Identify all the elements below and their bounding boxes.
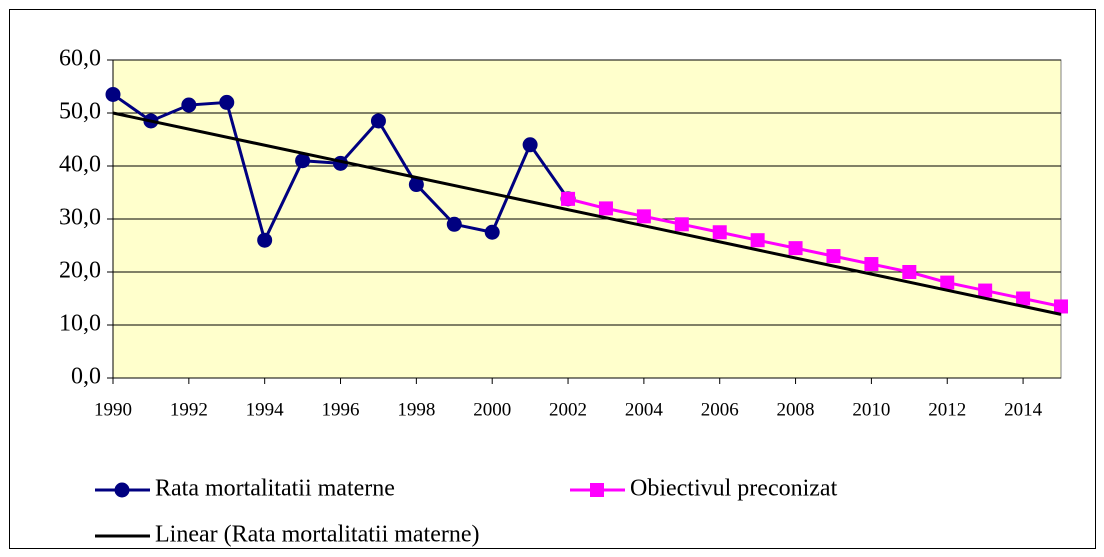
point [864, 257, 879, 272]
legend-label: Linear (Rata mortalitatii materne) [155, 522, 480, 548]
point [219, 94, 235, 110]
legend-label: Obiectivul preconizat [630, 476, 838, 502]
x-tick-label: 2014 [1004, 399, 1043, 420]
point [446, 216, 462, 232]
point [940, 275, 955, 290]
x-tick-label: 1998 [397, 399, 435, 420]
point [105, 86, 121, 102]
y-tick-label: 60,0 [59, 46, 101, 72]
x-tick-label: 1990 [94, 399, 132, 420]
y-tick-label: 0,0 [71, 364, 101, 390]
point [826, 249, 841, 264]
series-line [112, 111, 1062, 316]
y-tick-label: 30,0 [59, 205, 101, 231]
point [978, 283, 993, 298]
point [484, 224, 500, 240]
x-tick-label: 1994 [246, 399, 285, 420]
point [712, 225, 727, 240]
x-tick-label: 1996 [322, 399, 360, 420]
x-tick-label: 2012 [928, 399, 966, 420]
point [788, 241, 803, 256]
y-tick-label: 40,0 [59, 152, 101, 178]
y-tick-label: 50,0 [59, 99, 101, 125]
point [902, 265, 917, 279]
x-tick-label: 2004 [625, 399, 664, 420]
y-tick-label: 20,0 [59, 258, 101, 284]
x-tick-label: 2000 [473, 399, 511, 420]
point [598, 201, 613, 216]
point [750, 233, 765, 248]
point [1054, 299, 1068, 314]
legend-marker [590, 483, 604, 497]
x-tick-label: 2010 [852, 399, 890, 420]
x-tick-label: 2006 [701, 399, 739, 420]
point [522, 137, 538, 153]
point [636, 209, 651, 224]
point [1016, 291, 1031, 306]
point [370, 113, 386, 129]
x-tick-label: 1992 [170, 399, 208, 420]
x-tick-label: 2002 [549, 399, 587, 420]
point [561, 191, 576, 206]
point [181, 97, 197, 113]
x-tick-label: 2008 [777, 399, 815, 420]
point [674, 217, 689, 232]
legend-label: Rata mortalitatii materne [155, 476, 395, 502]
point [257, 232, 273, 248]
y-tick-label: 10,0 [59, 311, 101, 337]
legend-marker [114, 482, 130, 498]
